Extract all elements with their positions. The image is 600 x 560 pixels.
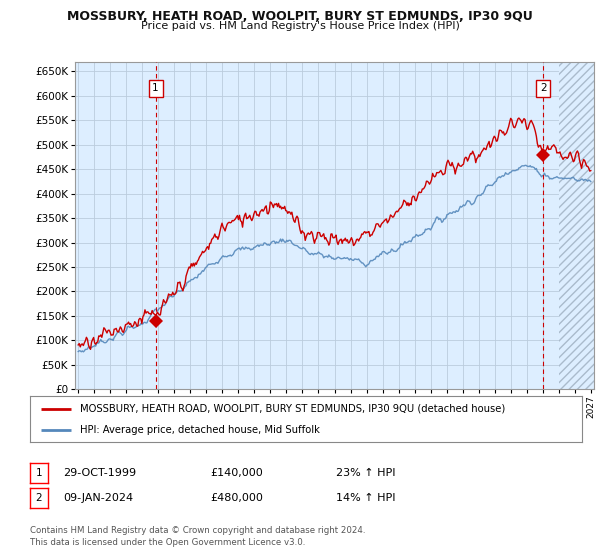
Text: 1: 1	[35, 468, 43, 478]
Text: £140,000: £140,000	[210, 468, 263, 478]
Text: HPI: Average price, detached house, Mid Suffolk: HPI: Average price, detached house, Mid …	[80, 425, 320, 435]
Text: 09-JAN-2024: 09-JAN-2024	[63, 493, 133, 503]
Bar	[559, 62, 599, 389]
Text: 14% ↑ HPI: 14% ↑ HPI	[336, 493, 395, 503]
Text: MOSSBURY, HEATH ROAD, WOOLPIT, BURY ST EDMUNDS, IP30 9QU (detached house): MOSSBURY, HEATH ROAD, WOOLPIT, BURY ST E…	[80, 404, 505, 414]
Text: 1: 1	[152, 83, 159, 94]
Text: MOSSBURY, HEATH ROAD, WOOLPIT, BURY ST EDMUNDS, IP30 9QU: MOSSBURY, HEATH ROAD, WOOLPIT, BURY ST E…	[67, 10, 533, 23]
Text: 2: 2	[35, 493, 43, 503]
Text: £480,000: £480,000	[210, 493, 263, 503]
Text: 2: 2	[540, 83, 547, 94]
Text: 23% ↑ HPI: 23% ↑ HPI	[336, 468, 395, 478]
Text: Contains HM Land Registry data © Crown copyright and database right 2024.
This d: Contains HM Land Registry data © Crown c…	[30, 526, 365, 547]
Text: Price paid vs. HM Land Registry's House Price Index (HPI): Price paid vs. HM Land Registry's House …	[140, 21, 460, 31]
Text: 29-OCT-1999: 29-OCT-1999	[63, 468, 136, 478]
